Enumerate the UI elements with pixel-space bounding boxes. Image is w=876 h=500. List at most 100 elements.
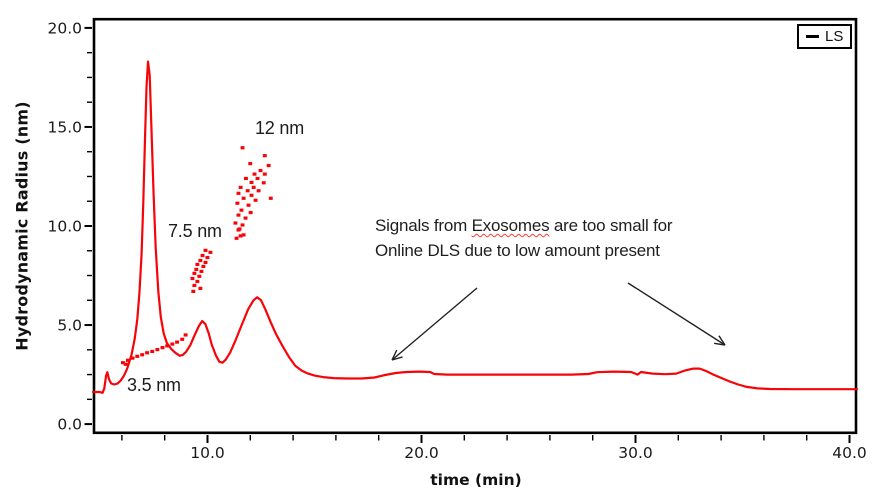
scatter-point	[190, 276, 195, 281]
x-tick-label: 20.0	[404, 444, 439, 462]
y-tick-label: 20.0	[47, 19, 82, 37]
scatter-point	[194, 267, 199, 271]
exosome-note-line2: Online DLS due to low amount present	[375, 241, 660, 260]
scatter-point	[233, 221, 238, 225]
scatter-dls-7-5-nm	[190, 248, 213, 293]
scatter-point	[191, 289, 196, 293]
scatter-point	[195, 279, 200, 284]
scatter-point	[237, 227, 242, 231]
scatter-point	[170, 342, 175, 346]
scatter-point	[261, 181, 266, 185]
scatter-point	[252, 172, 257, 176]
arrow-shaft	[627, 282, 726, 346]
scatter-point	[240, 223, 245, 227]
legend-line-swatch-icon	[806, 35, 819, 38]
scatter-point	[262, 154, 267, 158]
peak-label-7-5nm: 7.5 nm	[168, 221, 222, 241]
note-arrows	[391, 282, 726, 361]
scatter-point	[150, 349, 155, 353]
scatter-point	[165, 344, 170, 348]
scatter-point	[251, 185, 256, 189]
x-tick-label: 40.0	[832, 444, 867, 462]
scatter-point	[192, 283, 197, 288]
scatter-point	[248, 162, 253, 166]
scatter-point	[238, 185, 243, 189]
scatter-point	[235, 201, 240, 205]
scatter-dls-12-nm	[233, 146, 273, 240]
scatter-point	[135, 354, 140, 358]
scatter-point	[125, 358, 130, 362]
scatter-point	[160, 346, 165, 350]
y-tick-label: 15.0	[47, 118, 82, 136]
exosome-note: Signals from Exosomes are too small for …	[375, 213, 673, 263]
scatter-point	[201, 264, 206, 269]
scatter-point	[203, 260, 208, 265]
scatter-point	[262, 172, 267, 176]
scatter-point	[140, 353, 145, 357]
plot-frame	[92, 17, 858, 435]
exosome-note-line1: Signals from Exosomes are too small for	[375, 213, 673, 238]
scatter-point	[208, 250, 213, 254]
arrow-head-icon	[391, 349, 398, 361]
y-tick-label: 5.0	[57, 317, 82, 335]
scatter-dls-3-5-nm	[120, 333, 188, 366]
note-text-pre: Signals from	[375, 216, 472, 235]
scatter-point	[236, 213, 241, 217]
scatter-point	[244, 176, 248, 181]
note-text-post: are too small for	[549, 216, 673, 235]
scatter-point	[255, 176, 260, 181]
arrow-shaft	[391, 287, 478, 361]
ls-curve	[91, 60, 859, 394]
scatter-point	[120, 361, 125, 365]
y-axis-title: Hydrodynamic Radius (nm)	[12, 101, 32, 351]
scatter-point	[241, 233, 246, 237]
scatter-point	[268, 196, 273, 200]
x-axis-ticks: 10.0 20.0 30.0 40.0	[121, 435, 867, 462]
scatter-point	[238, 234, 243, 238]
scatter-point	[234, 236, 239, 240]
arrow-head-icon	[718, 335, 726, 346]
y-tick-label: 10.0	[47, 218, 82, 236]
scatter-point	[123, 362, 128, 366]
y-tick-label: 0.0	[57, 416, 82, 434]
scatter-point	[175, 340, 180, 344]
scatter-point	[155, 348, 160, 352]
peak-label-12nm: 12 nm	[255, 118, 305, 138]
scatter-point	[256, 189, 261, 193]
scatter-point	[192, 271, 197, 275]
scatter-point	[198, 258, 203, 263]
x-tick-label: 30.0	[618, 444, 653, 462]
scatter-point	[198, 286, 203, 290]
y-axis-ticks: 0.0 5.0 10.0 15.0 20.0	[47, 19, 92, 434]
scatter-point	[246, 203, 251, 207]
scatter-point	[205, 255, 210, 260]
scatter-point	[145, 351, 150, 355]
scatter-point	[239, 208, 244, 212]
scatter-point	[245, 189, 250, 193]
x-axis-title: time (min)	[430, 471, 522, 489]
scatter-point	[249, 193, 254, 197]
note-misspelled-word: Exosomes	[471, 216, 550, 235]
scatter-point	[197, 274, 202, 278]
x-tick-label: 10.0	[190, 444, 225, 462]
scatter-point	[130, 356, 135, 360]
scatter-point	[243, 216, 248, 220]
legend-label: LS	[825, 28, 844, 45]
scatter-point	[253, 198, 258, 202]
scatter-point	[203, 248, 208, 252]
scatter-point	[241, 196, 246, 200]
arrow-head-icon	[714, 342, 726, 346]
scatter-point	[240, 146, 245, 150]
scatter-point	[195, 262, 200, 267]
peak-label-3-5nm: 3.5 nm	[127, 375, 181, 395]
scatter-point	[266, 163, 271, 168]
scatter-point	[200, 253, 205, 258]
scatter-point	[258, 168, 263, 173]
scatter-point	[249, 180, 254, 185]
legend-box: LS	[797, 24, 853, 49]
scatter-point	[236, 191, 241, 195]
arrow-head-icon	[391, 356, 403, 361]
scatter-point	[183, 333, 188, 337]
